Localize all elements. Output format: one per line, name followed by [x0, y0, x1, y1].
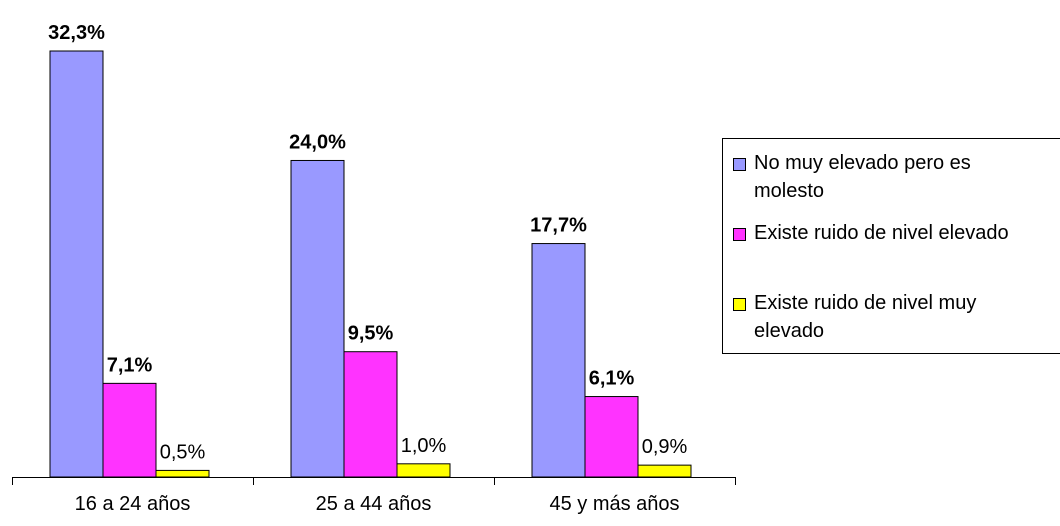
data-label-series-2-cat-1: 7,1%	[107, 354, 153, 376]
bar-series-2-cat-3	[584, 396, 639, 478]
bar-series-2-cat-1	[102, 382, 157, 478]
legend-swatch-series-1	[733, 158, 746, 171]
legend-swatch-series-3	[733, 298, 746, 311]
data-label-series-2-cat-3: 6,1%	[589, 368, 635, 390]
category-labels-group: 16 a 24 años 25 a 44 años 45 y más años	[75, 493, 680, 515]
data-label-series-1-cat-1: 32,3%	[48, 22, 105, 44]
bar-series-3-cat-3	[637, 464, 692, 478]
x-axis	[12, 477, 736, 485]
bar-series-1-cat-1	[49, 50, 104, 478]
data-label-series-3-cat-1: 0,5%	[160, 441, 206, 463]
bar-series-1-cat-2	[290, 159, 345, 478]
bars-group	[49, 50, 692, 478]
data-label-series-2-cat-2: 9,5%	[348, 323, 394, 345]
legend-swatch-series-2	[733, 228, 746, 241]
data-label-series-1-cat-2: 24,0%	[289, 131, 346, 153]
data-label-series-3-cat-3: 0,9%	[642, 436, 688, 458]
legend: No muy elevado pero es molesto Existe ru…	[722, 138, 1060, 354]
bar-series-2-cat-2	[343, 351, 398, 478]
bar-series-3-cat-2	[396, 463, 451, 478]
legend-label-series-1: No muy elevado pero es molesto	[754, 152, 971, 202]
data-label-series-1-cat-3: 17,7%	[530, 215, 587, 237]
category-label-2: 25 a 44 años	[316, 493, 432, 515]
bar-series-1-cat-3	[531, 243, 586, 478]
data-labels-group: 32,3% 7,1% 0,5% 24,0% 9,5% 1,0% 17,7% 6,1% 0,9%	[48, 22, 687, 463]
legend-item-series-1: No muy elevado pero es molesto	[733, 149, 1060, 205]
legend-label-series-3: Existe ruido de nivel muy elevado	[754, 292, 977, 342]
category-label-3: 45 y más años	[549, 493, 679, 515]
category-label-1: 16 a 24 años	[75, 493, 191, 515]
bar-series-3-cat-1	[155, 469, 210, 478]
legend-item-series-3: Existe ruido de nivel muy elevado	[733, 289, 1060, 345]
legend-item-series-2: Existe ruido de nivel elevado	[733, 219, 1060, 247]
data-label-series-3-cat-2: 1,0%	[401, 435, 447, 457]
legend-label-series-2: Existe ruido de nivel elevado	[754, 222, 1009, 244]
